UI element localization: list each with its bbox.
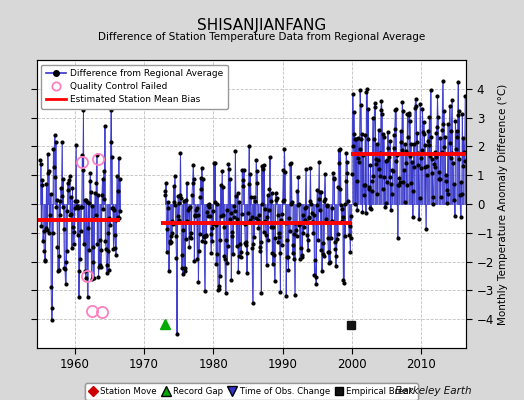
Legend: Station Move, Record Gap, Time of Obs. Change, Empirical Break: Station Move, Record Gap, Time of Obs. C… — [85, 383, 418, 400]
Text: Difference of Station Temperature Data from Regional Average: Difference of Station Temperature Data f… — [99, 32, 425, 42]
Text: SHISANJIANFANG: SHISANJIANFANG — [198, 18, 326, 33]
Text: Berkeley Earth: Berkeley Earth — [395, 386, 472, 396]
Y-axis label: Monthly Temperature Anomaly Difference (°C): Monthly Temperature Anomaly Difference (… — [498, 83, 508, 325]
